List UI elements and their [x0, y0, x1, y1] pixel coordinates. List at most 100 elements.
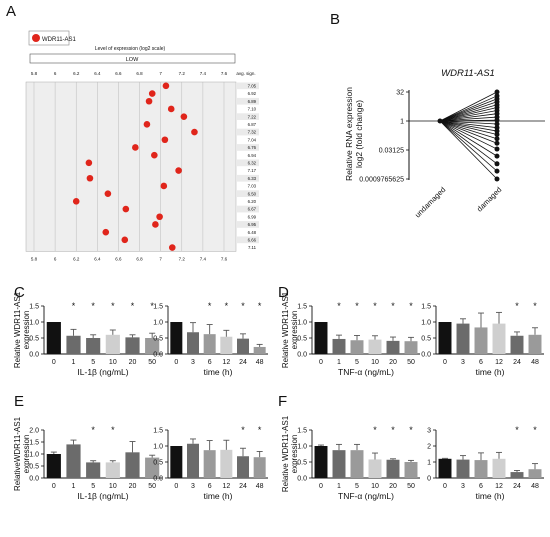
bar: [220, 449, 233, 478]
damaged-point: [494, 117, 500, 123]
x-axis-label: IL-1β (ng/mL): [77, 367, 128, 377]
data-point: [160, 182, 168, 190]
significance-star: *: [111, 301, 115, 311]
x-tick-label: 20: [389, 483, 397, 490]
bar: [170, 446, 183, 478]
avg-sign-value: 6.94: [248, 153, 257, 158]
x-axis-label: TNF-α (ng/mL): [338, 367, 394, 377]
avg-sign-value: 6.92: [248, 91, 257, 96]
y-axis-label: RelativeWDR11-AS1: [13, 416, 22, 491]
avg-sign-value: 6.99: [248, 214, 257, 219]
x-tick-label: 0: [174, 483, 178, 490]
y-tick-label: 0.0: [29, 352, 39, 359]
pair-line: [439, 110, 498, 122]
y-tick-label: 1.5: [29, 304, 39, 311]
x-tick-bottom: 6: [54, 256, 57, 261]
bar: [492, 458, 506, 478]
x-tick-bottom: 7.6: [221, 256, 228, 261]
data-point: [143, 121, 151, 128]
y-axis-label: log2 (fold change): [354, 100, 364, 168]
bar: [105, 462, 120, 478]
pair-line: [439, 116, 498, 122]
x-tick-label: 0: [319, 483, 323, 490]
x-tick-top: 7.2: [179, 71, 186, 76]
significance-star: *: [72, 301, 76, 311]
chart-title: WDR11-AS1: [441, 68, 495, 79]
y-tick-label: 0.0: [153, 476, 163, 483]
x-tick-top: 6.4: [94, 71, 101, 76]
panel-letter-F: F: [278, 393, 287, 410]
x-tick-top: 6.8: [136, 71, 143, 76]
y-tick-label: 3: [427, 428, 431, 435]
bar: [368, 339, 382, 354]
data-point: [162, 82, 170, 90]
x-tick-label: 12: [222, 483, 230, 490]
avg-sign-cell: [237, 198, 259, 205]
y-tick-label: 1.0: [29, 452, 39, 459]
x-tick-top: 7.6: [221, 71, 228, 76]
bar: [314, 446, 328, 478]
x-axis-label: time (h): [476, 367, 505, 377]
x-tick-top: 6: [54, 71, 57, 76]
x-tick-label: 3: [191, 359, 195, 366]
bar: [404, 341, 418, 354]
x-tick-label: 1: [72, 483, 76, 490]
y-tick-label: 0.0: [29, 476, 39, 483]
y-tick-label: 0.5: [421, 336, 431, 343]
y-axis-label: Relative RNA expression: [344, 87, 354, 181]
x-tick-label: 6: [479, 359, 483, 366]
panel-letter-B: B: [330, 11, 340, 28]
y-tick-label: 1.5: [297, 428, 307, 435]
x-tick-label: 48: [531, 483, 539, 490]
data-point: [152, 221, 159, 228]
avg-sign-value: 6.89: [248, 99, 257, 104]
bar: [145, 338, 160, 354]
pair-line: [439, 107, 498, 122]
x-tick-bottom: 6.8: [136, 256, 143, 261]
y-axis-label: expression: [22, 311, 31, 350]
avg-sign-cell: [237, 221, 259, 228]
x-tick-bottom: 6.4: [94, 256, 101, 261]
x-tick-label: 24: [513, 359, 521, 366]
data-point: [72, 198, 80, 205]
x-tick-label: 10: [371, 359, 379, 366]
avg-sign-value: 6.95: [248, 222, 257, 227]
x-tick-label: 0: [443, 483, 447, 490]
avg-sign-value: 7.22: [248, 114, 257, 119]
x-tick-label: 24: [239, 359, 247, 366]
avg-sign-value: 7.17: [248, 168, 257, 173]
avg-sign-value: 7.11: [248, 245, 257, 250]
data-point: [156, 213, 163, 221]
avg-sign-cell: [237, 97, 259, 105]
x-tick-bottom: 7: [159, 256, 162, 261]
legend-box: [28, 30, 70, 46]
bar: [510, 335, 524, 354]
x-tick-label: 5: [91, 359, 95, 366]
x-tick-label: 10: [371, 483, 379, 490]
avg-sign-cell: [237, 174, 259, 182]
pair-line: [439, 120, 498, 150]
bar: [528, 334, 542, 354]
x-tick-top: 6.2: [73, 71, 80, 76]
bar: [332, 338, 346, 354]
y-axis-label: Relative WDR11-AS1: [13, 291, 22, 368]
avg-sign-value: 7.04: [248, 137, 257, 142]
y-tick-label: 0.5: [29, 336, 39, 343]
data-point: [161, 136, 169, 144]
x-tick-label: 0: [319, 359, 323, 366]
significance-star: *: [91, 301, 95, 311]
y-tick-label: 0.5: [29, 464, 39, 471]
pair-line: [439, 104, 498, 122]
x-tick-label: 0: [52, 483, 56, 490]
avg-sign-cell: [237, 105, 259, 113]
x-tick-label: 0: [443, 359, 447, 366]
data-point: [121, 236, 129, 244]
pair-line: [439, 120, 498, 144]
data-point: [175, 167, 182, 174]
y-tick-label: 1: [400, 119, 404, 126]
damaged-point: [494, 176, 500, 182]
bar: [86, 338, 101, 354]
bar: [253, 346, 266, 354]
damaged-point: [494, 161, 500, 167]
bar: [203, 450, 216, 478]
